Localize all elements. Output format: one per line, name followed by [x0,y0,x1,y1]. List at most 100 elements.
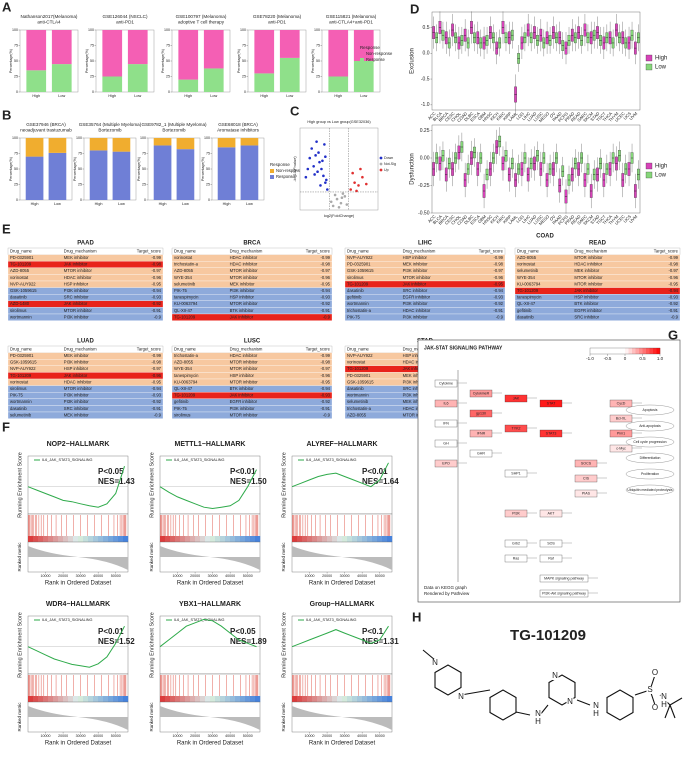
table-cell: WYE-354 [174,275,193,280]
x-tick-label: READ [570,111,582,123]
chart-title: WDR4−HALLMARK [46,601,110,608]
bar-segment [353,61,374,92]
table-cell: HSP inhibitor [64,366,89,371]
table-cell: -0.92 [320,301,330,306]
table-cell: MTOR inhibitor [230,275,259,280]
table-cell: MTOR inhibitor [230,366,259,371]
rank-gradient [108,696,114,702]
table-cell: BTK inhibitor [230,308,255,313]
table-cell: -0.98 [151,360,161,365]
x-tick-label: ESCA [469,214,481,226]
rank-gradient [215,536,221,542]
rank-gradient [327,696,333,702]
x-tick-label: Low [58,94,65,98]
table-cell: MEK inhibitor [403,262,429,267]
table-cell: -0.91 [151,308,161,313]
colorbar-cell [656,348,661,354]
table-cell: -0.9 [323,314,331,319]
y-tick-label: 25 [142,182,146,186]
x-tick-label: 40000 [93,574,103,578]
y-tick-label: 75 [166,43,170,47]
table-cell: vorinostat [174,255,193,260]
table-cell: MTOR inhibitor [574,275,603,280]
bar-segment [178,30,199,80]
chart-subtitle: anti-CTLA4 [37,20,61,25]
panel-label: A [2,0,12,14]
caption: COAD [536,234,554,240]
panel-label: F [2,419,10,434]
table-cell: HDAC inhibitor [574,262,602,267]
y-tick-label: 0 [144,198,146,202]
x-tick-label: PCPG [557,111,569,123]
point [349,188,353,191]
rank-gradient [180,696,186,702]
table-cell: SRC inhibitor [64,406,89,411]
table-header-cell: Drug_mechanism [64,346,97,351]
legend-swatch [270,169,274,173]
table-cell: -0.98 [493,262,503,267]
y-tick-label: 75 [78,151,82,155]
bar-segment [279,30,300,58]
chart-title: METTL1−HALLMARK [175,441,246,448]
y-tick-label: 0 [208,198,210,202]
gene-node [609,429,633,438]
bar-segment [328,76,349,92]
x-tick-label: 20000 [58,734,68,738]
point [323,143,326,146]
table-cell: -0.9 [154,412,162,417]
chart-title: Group−HALLMARK [310,601,375,608]
x-tick-label: Low [118,202,125,206]
y-tick-label: 50 [142,167,146,171]
chart-title: High group vs Low group(GSE32036) [307,120,371,124]
pathway-title: JAK-STAT SIGNALING PATHWAY [424,345,503,351]
table-cell: PI3K inhibitor [64,399,90,404]
table-cell: PI3K inhibitor [64,393,90,398]
rank-gradient [113,696,119,702]
y-tick-label: -0.5 [421,76,430,82]
node-label: IFNR [477,432,486,436]
colorbar-label: 1.0 [657,356,664,361]
panel-label: H [412,609,421,624]
rank-gradient [367,696,373,702]
rank-gradient [387,536,393,542]
es-curve [291,625,389,648]
rank-gradient [123,696,129,702]
table-cell: WYE-354 [174,366,193,371]
bond [460,689,491,696]
table-cell: -0.97 [320,268,330,273]
x-tick-label: LUSC [532,214,543,225]
ranked-metric [28,546,128,570]
colorbar-cell [649,348,654,354]
rank-gradient [230,696,236,702]
ring [606,689,634,721]
bar-segment [48,138,67,153]
table-header-cell: Drug_name [174,248,197,253]
table-cell: PI3K inhibitor [403,301,429,306]
rank-gradient [367,536,373,542]
gene-node [574,459,598,468]
rank-gradient [312,696,318,702]
rank-gradient [78,536,84,542]
rank-gradient [255,696,261,702]
colorbar-label: 0 [624,356,627,361]
x-tick-label: 10000 [305,734,315,738]
gene-node [504,424,528,433]
table-header-cell: Target_score [306,346,331,351]
y-tick-label: 25 [14,182,18,186]
legend-label: Not-Sig [384,162,396,166]
node-label: STAT [547,402,556,406]
point [315,140,318,143]
x-tick-label: 30000 [76,734,86,738]
x-tick-label: PCPG [557,214,569,226]
x-tick-label: Low [54,202,61,206]
table-cell: NVP-AUY922 [347,353,373,358]
node-label: SOS [547,542,555,546]
legend-title: Response [360,45,380,50]
node-label: PI3K-Akt signaling pathway [542,592,586,596]
table-header-cell: Drug_mechanism [230,248,263,253]
outcome-node [625,436,675,448]
x-tick-label: 20000 [190,734,200,738]
ranked-metric [160,546,260,570]
table-cell: -0.97 [151,366,161,371]
gene-node [539,509,563,518]
